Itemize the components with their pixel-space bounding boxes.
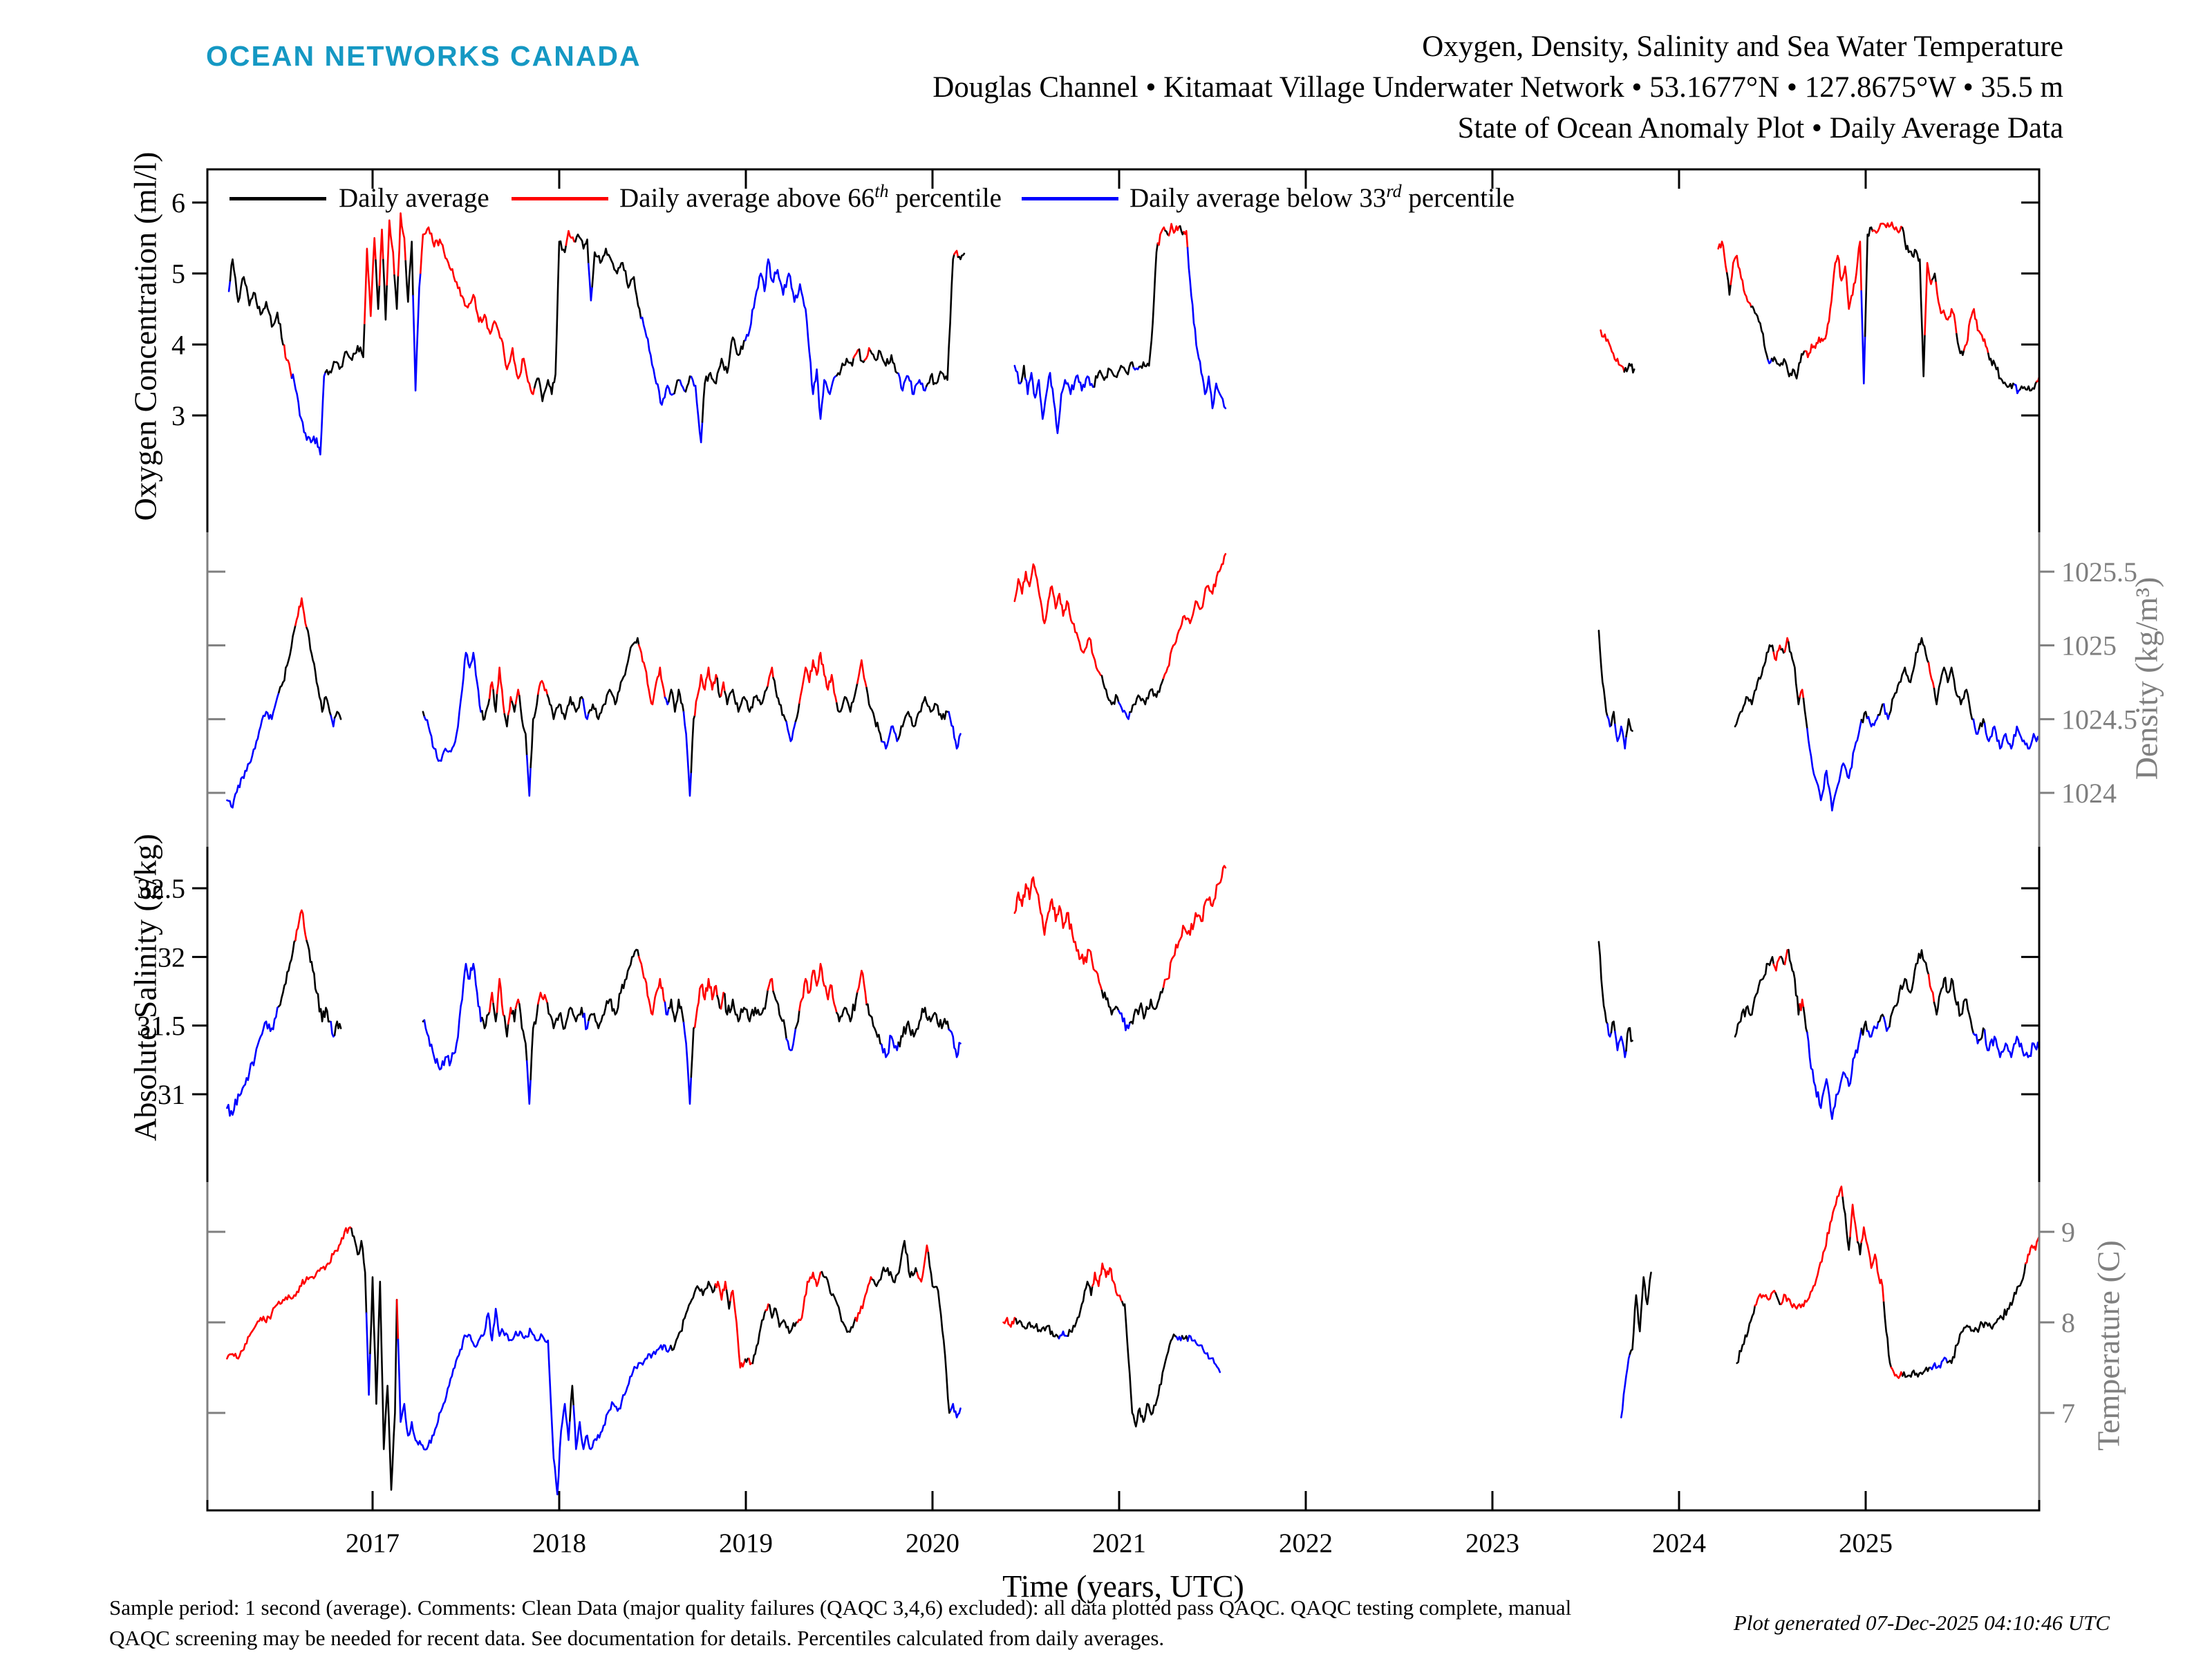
legend-line-daily-average <box>229 197 326 200</box>
density-tick-label: 1024.5 <box>2061 704 2137 735</box>
x-tick-label-2021: 2021 <box>1092 1528 1146 1558</box>
x-tick-label-2025: 2025 <box>1839 1528 1893 1558</box>
y-axis-label-temperature: Temperature (C) <box>2090 1240 2126 1451</box>
oxygen-tick-label: 3 <box>171 400 185 431</box>
y-axis-label-oxygen: Oxygen Concentration (ml/l) <box>127 151 163 521</box>
temperature-tick-label: 9 <box>2061 1217 2075 1248</box>
plot-frame <box>206 168 2041 1512</box>
x-tick-label-2017: 2017 <box>346 1528 400 1558</box>
title-line-2: Douglas Channel • Kitamaat Village Under… <box>932 71 2063 104</box>
x-tick-label-2020: 2020 <box>906 1528 959 1558</box>
salinity-tick-label: 31 <box>158 1079 185 1110</box>
temperature-tick-label: 8 <box>2061 1307 2075 1338</box>
y-axis-label-salinity: Absolute Salinity (g/kg) <box>127 834 163 1141</box>
legend-label-above-66th: Daily average above 66th percentile <box>619 181 1002 213</box>
legend-line-below-33rd <box>1022 197 1118 200</box>
oxygen-tick-label: 4 <box>171 329 185 360</box>
density-tick-label: 1024 <box>2061 778 2117 809</box>
title-line-1: Oxygen, Density, Salinity and Sea Water … <box>1422 30 2063 63</box>
x-tick-label-2024: 2024 <box>1652 1528 1706 1558</box>
plot-title: Oxygen, Density, Salinity and Sea Water … <box>932 26 2063 149</box>
footer-comments-line2: QAQC screening may be needed for recent … <box>109 1626 1165 1650</box>
y-axis-label-density: Density (kg/m³) <box>2128 577 2164 780</box>
x-tick-label-2023: 2023 <box>1465 1528 1519 1558</box>
x-tick-label-2018: 2018 <box>532 1528 586 1558</box>
density-tick-label: 1025.5 <box>2061 556 2137 588</box>
plot-generated-timestamp: Plot generated 07-Dec-2025 04:10:46 UTC <box>1733 1611 2110 1635</box>
salinity-tick-label: 32.5 <box>137 873 185 904</box>
legend-label-daily-average: Daily average <box>339 183 489 213</box>
x-tick-label-2022: 2022 <box>1279 1528 1333 1558</box>
salinity-tick-label: 31.5 <box>137 1011 185 1042</box>
legend-label-below-33rd: Daily average below 33rd percentile <box>1130 181 1515 213</box>
salinity-tick-label: 32 <box>158 941 185 973</box>
ocean-networks-canada-logo: OCEAN NETWORKS CANADA <box>206 40 641 72</box>
temperature-tick-label: 7 <box>2061 1398 2075 1429</box>
oxygen-tick-label: 6 <box>171 187 185 218</box>
x-axis-label: Time (years, UTC) <box>1002 1568 1244 1604</box>
oxygen-tick-label: 5 <box>171 259 185 290</box>
footer-comments-line1: Sample period: 1 second (average). Comme… <box>109 1595 1572 1620</box>
legend-line-above-66th <box>512 197 608 200</box>
density-tick-label: 1025 <box>2061 630 2117 662</box>
x-tick-label-2019: 2019 <box>719 1528 773 1558</box>
title-line-3: State of Ocean Anomaly Plot • Daily Aver… <box>1457 112 2063 144</box>
